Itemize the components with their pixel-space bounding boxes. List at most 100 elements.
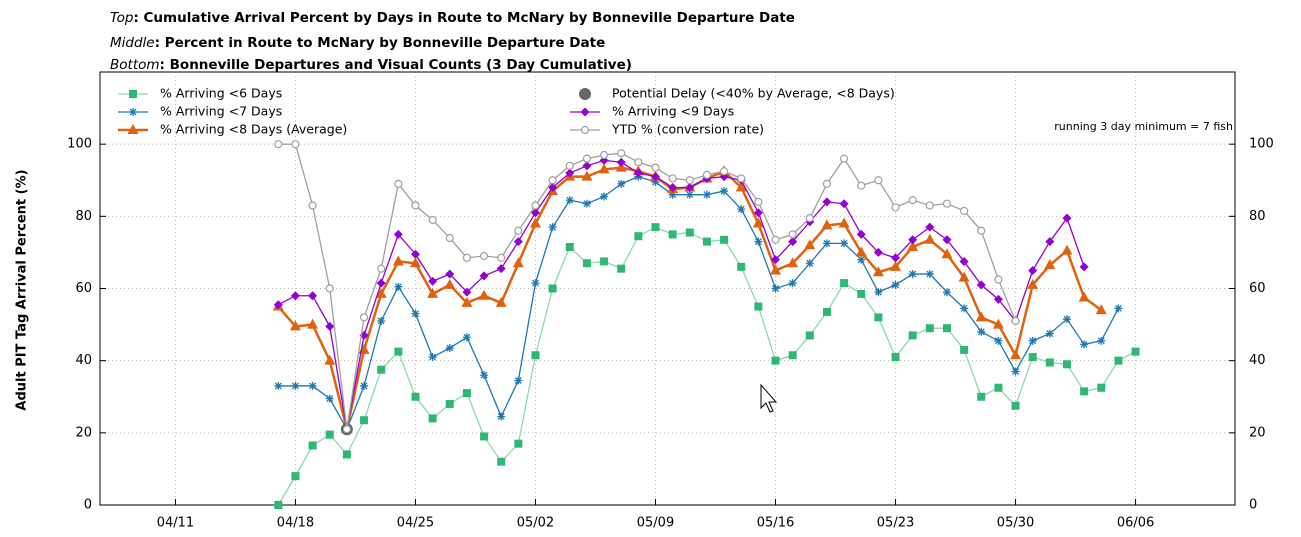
marker [480,432,489,441]
marker [617,179,626,188]
marker [838,217,850,228]
marker [394,282,403,291]
marker [290,291,300,301]
marker [737,205,746,214]
marker [342,450,351,459]
subtitle-prefix: Middle [110,35,155,51]
marker [771,356,780,365]
y2-tick-label: 60 [1249,281,1266,296]
marker [685,182,695,192]
marker [857,289,866,298]
marker [924,233,936,244]
annotation: running 3 day minimum = 7 fish [1054,120,1233,133]
subtitle: Top: Cumulative Arrival Percent by Days … [110,10,795,26]
marker [531,279,540,288]
marker [1011,367,1020,376]
y-tick-label: 0 [84,498,92,513]
marker [531,351,540,360]
legend-label: % Arriving <9 Days [612,104,734,119]
marker [977,392,986,401]
marker [1028,265,1038,275]
marker [976,280,986,290]
subtitle-prefix: Bottom [110,57,160,73]
marker [737,174,746,183]
marker [908,331,917,340]
y2-tick-label: 40 [1249,353,1266,368]
marker [411,392,420,401]
x-tick-label: 04/25 [397,516,434,531]
marker [839,199,849,209]
marker [839,154,849,163]
marker [788,237,798,247]
marker [975,311,987,322]
marker [377,365,386,374]
marker [548,182,558,192]
x-tick-label: 05/09 [637,516,674,531]
marker [1097,383,1106,392]
marker [497,412,506,421]
marker [821,219,833,230]
marker [462,253,472,262]
y2-tick-label: 100 [1249,137,1274,152]
marker [291,140,300,149]
marker [856,229,866,239]
legend-marker [129,108,137,116]
marker [375,287,387,298]
marker [907,241,919,252]
marker [274,501,283,509]
marker [582,259,591,268]
marker [668,182,678,192]
marker [1095,304,1107,315]
marker [719,167,729,176]
marker [685,190,694,199]
marker [977,226,986,235]
marker [582,154,592,163]
marker [960,206,969,216]
marker [720,187,729,196]
marker [462,287,472,297]
marker [942,235,952,245]
marker [925,201,934,210]
marker [753,208,763,218]
marker [444,278,456,289]
marker [1062,360,1071,369]
marker [873,247,883,257]
marker [428,276,438,286]
marker [651,223,660,232]
marker [650,172,660,182]
x-tick-label: 06/06 [1117,516,1154,531]
marker [1080,340,1089,349]
legend-marker [580,125,590,135]
marker [805,259,814,268]
marker [925,222,935,232]
marker [497,457,506,466]
marker [462,389,471,398]
marker [308,381,317,390]
marker [891,253,901,263]
marker [392,255,404,266]
marker [874,176,883,185]
marker [531,201,540,210]
marker [634,232,643,241]
marker [702,237,711,246]
y2-tick-label: 80 [1249,209,1266,224]
marker [942,199,952,208]
marker [771,284,780,293]
y-tick-label: 100 [67,137,92,152]
marker [274,140,283,149]
series-line [278,159,1085,430]
series-line [277,226,1136,506]
marker [805,331,814,340]
marker [925,324,934,333]
marker [291,381,300,390]
marker [617,149,626,158]
marker [497,253,506,262]
marker [462,333,471,342]
marker [411,201,420,210]
marker [565,168,575,178]
marker [428,414,437,423]
marker [394,347,403,356]
y2-tick-label: 20 [1249,425,1266,440]
series-line [278,143,1017,430]
marker [737,262,746,271]
